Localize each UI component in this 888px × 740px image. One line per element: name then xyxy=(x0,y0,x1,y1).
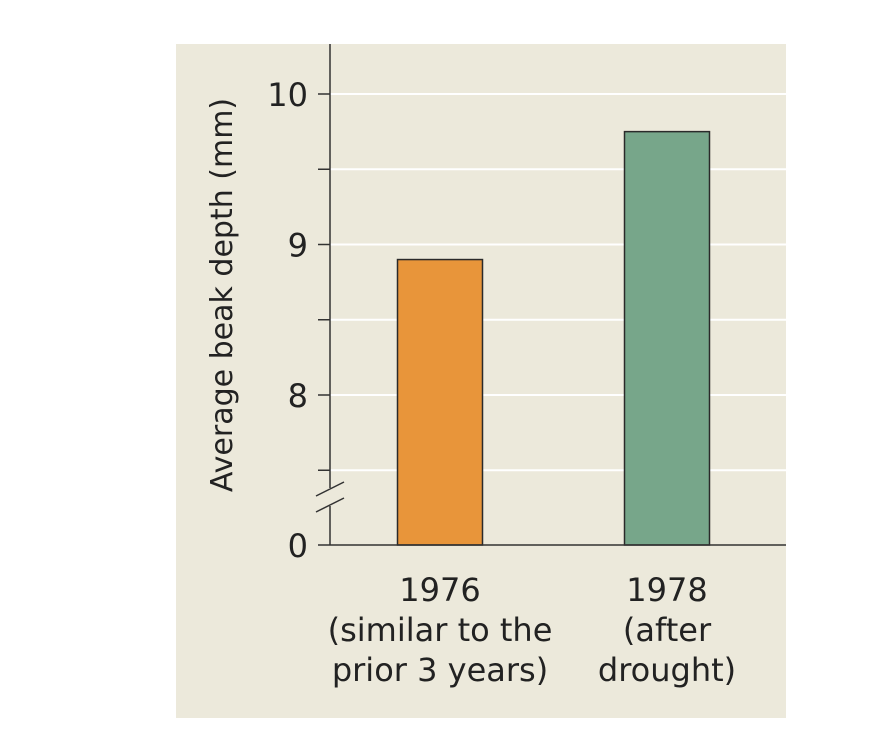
x-category-label-line: (after xyxy=(623,611,712,649)
bar-1 xyxy=(396,258,484,546)
y-ticks: 10 9 8 xyxy=(267,76,330,546)
y-tick-label: 8 xyxy=(288,377,308,415)
x-category-labels: 1976 (similar to the prior 3 years) 1978 (af… xyxy=(328,571,737,689)
x-category-label: 1976 (similar to the prior 3 years) xyxy=(328,571,553,689)
bar-2 xyxy=(623,130,711,546)
x-category-label: 1978 (after drought) xyxy=(598,571,736,689)
y-tick-label: 10 xyxy=(267,76,308,114)
axis-break-stroke xyxy=(315,481,345,497)
x-category-label-line: 1978 xyxy=(626,571,707,609)
x-category-label-line: 1976 xyxy=(399,571,480,609)
axis-break-gap xyxy=(327,488,333,506)
y-axis-title: Average beak depth (mm) xyxy=(205,98,240,492)
axis-break-stroke xyxy=(315,497,345,513)
x-category-label-line: (similar to the xyxy=(328,611,553,649)
y-tick-label: 9 xyxy=(288,227,308,265)
axes xyxy=(315,44,786,546)
bars xyxy=(396,130,711,546)
y-baseline-label: 0 xyxy=(288,527,308,565)
x-category-label-line: prior 3 years) xyxy=(332,651,548,689)
axis-break-mark xyxy=(315,481,345,513)
x-category-label-line: drought) xyxy=(598,651,736,689)
